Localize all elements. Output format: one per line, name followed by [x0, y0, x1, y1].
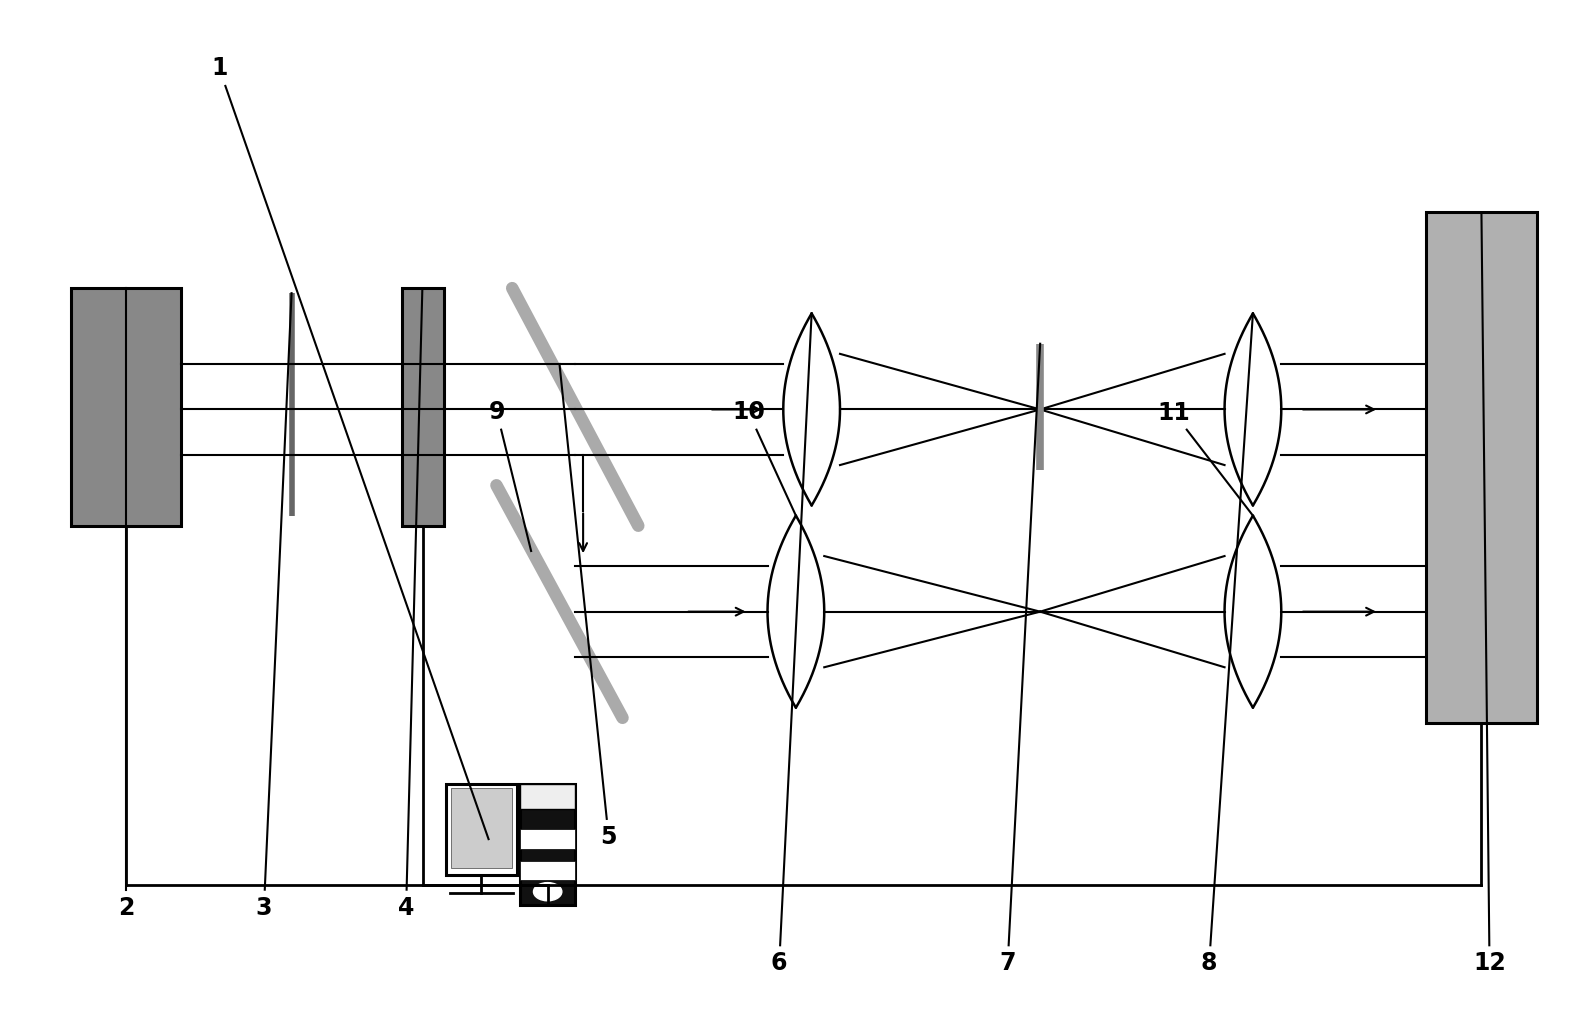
Text: 12: 12 — [1474, 951, 1507, 976]
Bar — [451, 788, 512, 868]
Bar — [1426, 212, 1537, 723]
Text: 2: 2 — [118, 896, 134, 920]
Bar — [520, 784, 575, 809]
Text: 9: 9 — [489, 399, 504, 424]
Text: 8: 8 — [1201, 951, 1217, 976]
Text: 6: 6 — [771, 951, 788, 976]
Text: 11: 11 — [1158, 401, 1190, 426]
Text: 1: 1 — [211, 57, 227, 80]
Bar — [71, 288, 181, 526]
Bar — [402, 288, 444, 526]
Circle shape — [533, 883, 561, 901]
Bar — [520, 784, 575, 905]
Bar — [520, 861, 575, 880]
Text: 10: 10 — [731, 400, 764, 425]
Bar — [520, 829, 575, 849]
Text: 3: 3 — [255, 896, 273, 920]
Text: 7: 7 — [999, 951, 1017, 976]
Bar — [446, 784, 517, 875]
Text: 5: 5 — [600, 825, 616, 849]
Text: 4: 4 — [399, 896, 414, 920]
